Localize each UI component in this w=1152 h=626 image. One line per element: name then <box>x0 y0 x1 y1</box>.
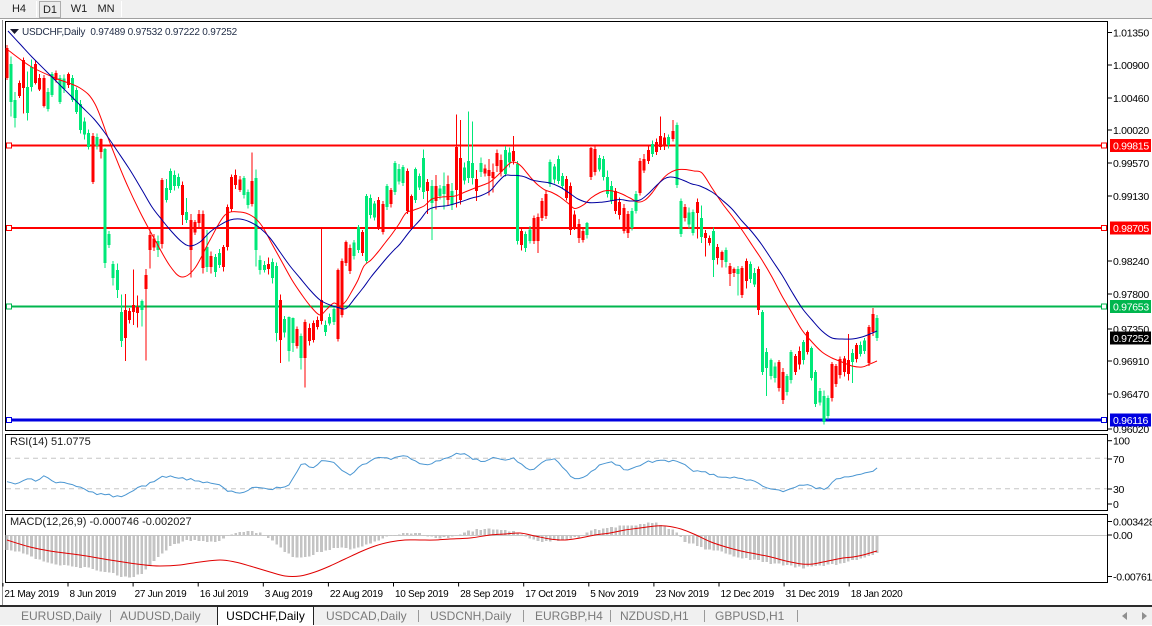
svg-text:0.97800: 0.97800 <box>1113 289 1149 301</box>
svg-text:0.96116: 0.96116 <box>1113 415 1149 427</box>
svg-text:21 May 2019: 21 May 2019 <box>4 589 59 600</box>
svg-text:0.96020: 0.96020 <box>1113 424 1149 436</box>
svg-text:0.99815: 0.99815 <box>1113 141 1149 153</box>
svg-text:22 Aug 2019: 22 Aug 2019 <box>330 589 384 600</box>
svg-text:18 Jan 2020: 18 Jan 2020 <box>851 589 903 600</box>
svg-text:31 Dec 2019: 31 Dec 2019 <box>786 589 840 600</box>
svg-text:0.98240: 0.98240 <box>1113 256 1149 268</box>
svg-text:10 Sep 2019: 10 Sep 2019 <box>395 589 449 600</box>
svg-text:-0.007615: -0.007615 <box>1113 572 1152 584</box>
svg-text:3 Aug 2019: 3 Aug 2019 <box>265 589 313 600</box>
svg-text:12 Dec 2019: 12 Dec 2019 <box>721 589 775 600</box>
svg-text:0: 0 <box>1113 499 1119 511</box>
svg-text:16 Jul 2019: 16 Jul 2019 <box>200 589 249 600</box>
svg-text:1.00900: 1.00900 <box>1113 60 1149 72</box>
svg-text:0.96470: 0.96470 <box>1113 389 1149 401</box>
svg-text:17 Oct 2019: 17 Oct 2019 <box>525 589 577 600</box>
svg-text:0.97252: 0.97252 <box>1113 333 1149 345</box>
svg-text:RSI(14) 51.0775: RSI(14) 51.0775 <box>10 436 91 448</box>
svg-text:5 Nov 2019: 5 Nov 2019 <box>590 589 639 600</box>
svg-text:0.99130: 0.99130 <box>1113 191 1149 203</box>
svg-text:0.99570: 0.99570 <box>1113 158 1149 170</box>
svg-text:100: 100 <box>1113 436 1130 448</box>
svg-text:30: 30 <box>1113 484 1125 496</box>
svg-text:1.00460: 1.00460 <box>1113 93 1149 105</box>
svg-text:0.00: 0.00 <box>1113 530 1133 542</box>
svg-text:MACD(12,26,9) -0.000746 -0.002: MACD(12,26,9) -0.000746 -0.002027 <box>10 516 192 528</box>
svg-text:70: 70 <box>1113 454 1125 466</box>
svg-text:0.96910: 0.96910 <box>1113 356 1149 368</box>
svg-text:28 Sep 2019: 28 Sep 2019 <box>460 589 514 600</box>
svg-text:27 Jun 2019: 27 Jun 2019 <box>135 589 187 600</box>
svg-text:23 Nov 2019: 23 Nov 2019 <box>655 589 709 600</box>
svg-text:0.003428: 0.003428 <box>1113 517 1152 529</box>
svg-text:0.97653: 0.97653 <box>1113 302 1149 314</box>
svg-text:8 Jun 2019: 8 Jun 2019 <box>70 589 117 600</box>
svg-text:1.00020: 1.00020 <box>1113 125 1149 137</box>
svg-text:0.98705: 0.98705 <box>1113 223 1149 235</box>
svg-text:1.01350: 1.01350 <box>1113 28 1149 40</box>
svg-text:USDCHF,Daily 0.97489 0.97532: USDCHF,Daily 0.97489 0.97532 0.97222 0.9… <box>22 27 238 38</box>
